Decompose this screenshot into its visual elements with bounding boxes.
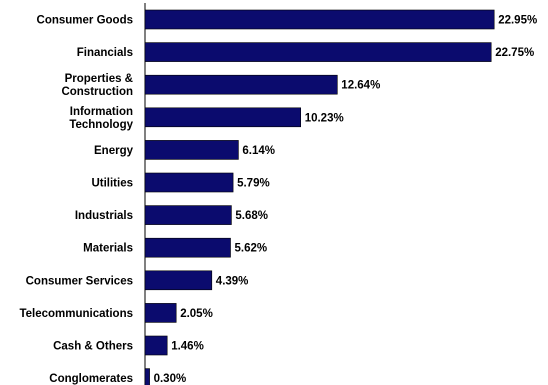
category-label: Cash & Others (53, 341, 133, 353)
value-label: 2.05% (180, 308, 213, 320)
category-label: Consumer Services (26, 275, 133, 287)
category-label-line: Financials (77, 47, 133, 59)
bar (144, 237, 231, 258)
bar (144, 9, 495, 30)
value-label: 10.23% (305, 112, 344, 124)
category-label-line: Industrials (75, 210, 133, 222)
category-label: Industrials (75, 210, 133, 222)
bar (144, 42, 492, 62)
category-label-line: Consumer Goods (37, 15, 133, 27)
category-label: Utilities (91, 178, 133, 190)
category-label: Energy (94, 145, 134, 157)
category-label: Properties & Construction (61, 73, 133, 98)
category-label-line: Construction (61, 86, 133, 98)
category-label: Telecommunications (19, 308, 133, 320)
bar (144, 140, 239, 160)
bar (144, 335, 168, 356)
bar (144, 74, 338, 95)
value-label: 12.64% (341, 80, 380, 92)
bar (144, 107, 301, 128)
category-label: Information Technology (69, 106, 133, 131)
value-label: 22.95% (498, 15, 537, 27)
bar (144, 172, 234, 193)
category-label-line: Consumer Services (26, 275, 133, 287)
category-label-line: Properties & (65, 73, 133, 85)
category-label-line: Technology (69, 119, 133, 131)
category-label: Financials (77, 47, 133, 59)
category-label-line: Materials (83, 243, 133, 255)
value-labels: 22.95% 22.75% 12.64% 10.23% 6.14% 5.79% 5.68% 5… (154, 15, 538, 385)
category-label-line: Telecommunications (19, 308, 133, 320)
category-label-line: Cash & Others (53, 341, 133, 353)
category-label-line: Conglomerates (49, 373, 133, 385)
bar (144, 205, 232, 225)
value-label: 0.30% (154, 373, 187, 385)
value-label: 22.75% (495, 47, 534, 59)
value-label: 6.14% (242, 145, 275, 157)
category-label-line: Information (70, 106, 133, 118)
value-label: 5.68% (235, 210, 268, 222)
category-label: Consumer Goods (37, 15, 133, 27)
bar-series (144, 9, 495, 385)
category-label-line: Energy (94, 145, 134, 157)
value-label: 5.62% (235, 243, 268, 255)
bar (144, 270, 213, 291)
category-label-line: Utilities (91, 178, 133, 190)
value-label: 1.46% (171, 341, 204, 353)
value-label: 4.39% (216, 275, 249, 287)
category-label: Materials (83, 243, 133, 255)
value-label: 5.79% (237, 178, 270, 190)
bar (144, 303, 177, 323)
category-label: Conglomerates (49, 373, 133, 385)
bar (144, 368, 150, 385)
